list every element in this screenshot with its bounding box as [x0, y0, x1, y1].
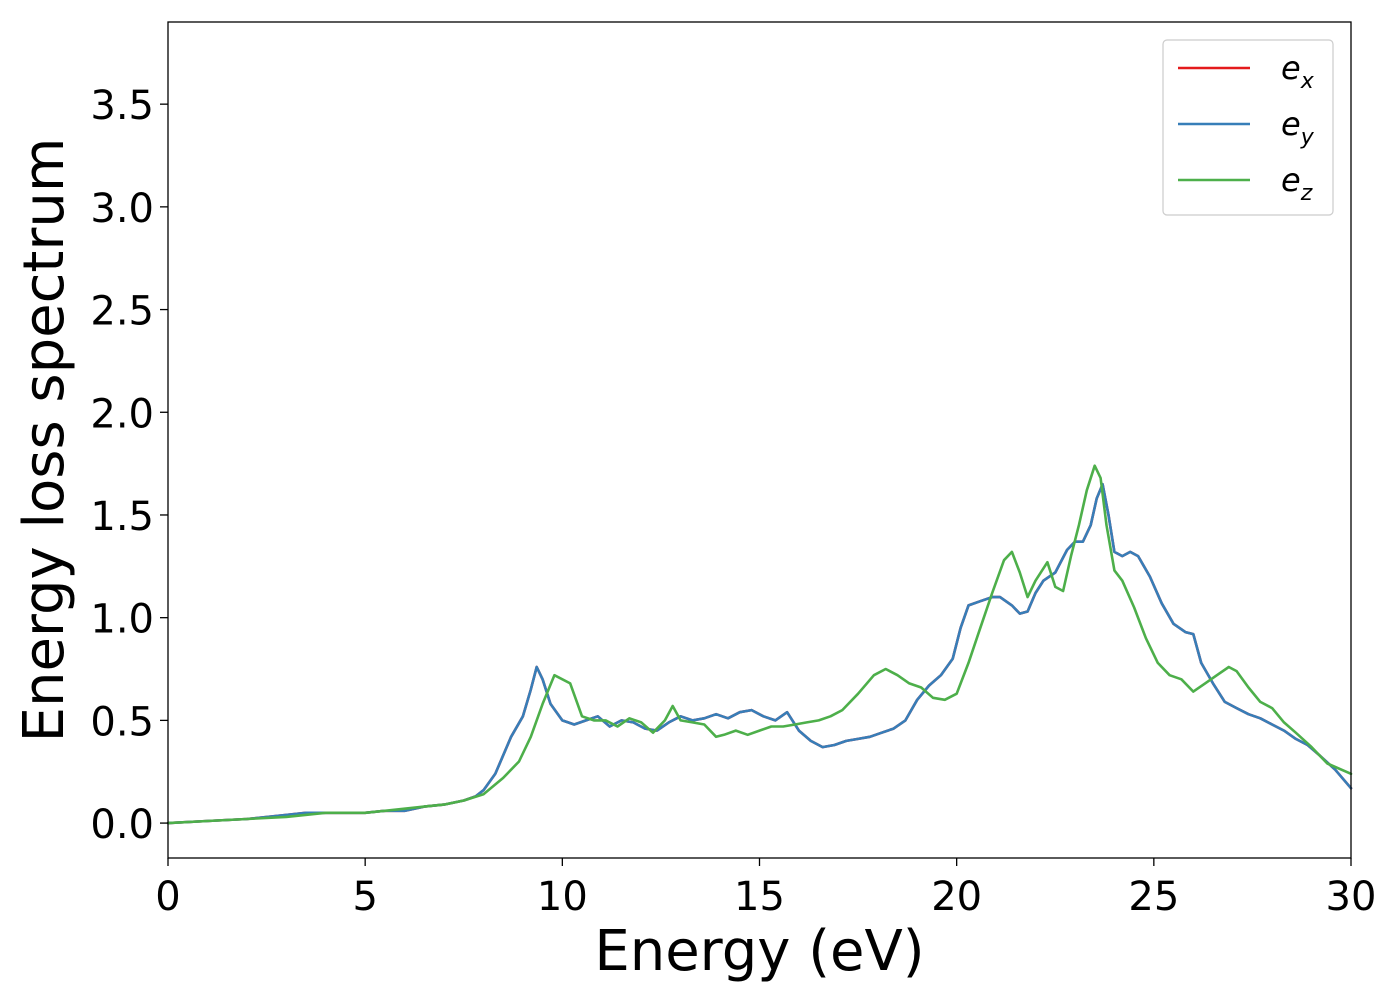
x-tick-label: 25	[1128, 874, 1179, 920]
y-tick-label: 3.0	[90, 186, 154, 232]
x-tick-label: 10	[537, 874, 588, 920]
x-axis-title: Energy (eV)	[594, 919, 924, 984]
legend-label-z: ez	[1281, 161, 1313, 206]
y-tick-label: 0.5	[90, 699, 154, 745]
y-tick-label: 1.5	[90, 494, 154, 540]
y-tick-label: 0.0	[90, 802, 154, 848]
y-tick-label: 2.5	[90, 289, 154, 335]
series-line-y	[166, 482, 1353, 825]
legend-label-y: ey	[1281, 105, 1315, 150]
series-line-x	[166, 482, 1353, 825]
legend-label-x: ex	[1281, 49, 1315, 94]
legend: ex ey ez	[1162, 39, 1334, 216]
y-tick-label: 1.0	[90, 597, 154, 643]
x-tick-label: 5	[352, 874, 377, 920]
x-tick-label: 15	[734, 874, 785, 920]
series-line-z	[166, 464, 1353, 825]
series-layer	[166, 464, 1353, 825]
x-tick-label: 20	[931, 874, 982, 920]
y-axis-title: Energy loss spectrum	[12, 138, 77, 743]
y-tick-label: 2.0	[90, 391, 154, 437]
y-axis: 0.0 0.5 1.0 1.5 2.0 2.5 3.0 3.5	[90, 83, 168, 848]
x-tick-label: 0	[155, 874, 180, 920]
y-tick-label: 3.5	[90, 83, 154, 129]
x-axis: 0 5 10 15 20 25 30	[155, 858, 1376, 920]
x-tick-label: 30	[1326, 874, 1377, 920]
legend-frame	[1162, 39, 1334, 216]
